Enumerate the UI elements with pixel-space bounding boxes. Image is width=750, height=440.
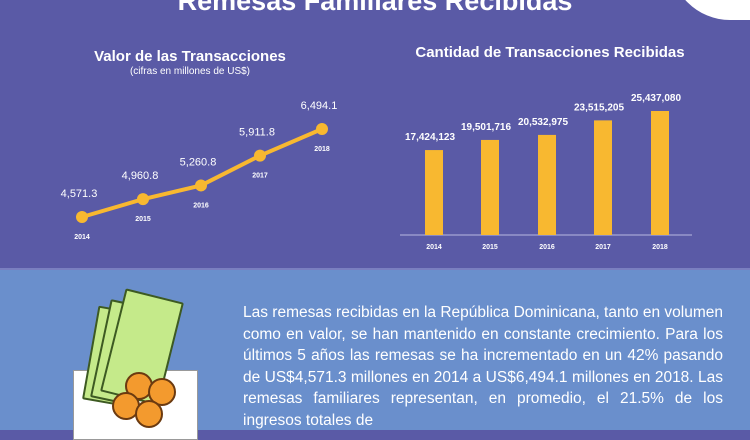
bar-x-tick-label: 2016 — [539, 244, 555, 251]
bar-chart-title: Cantidad de Transacciones Recibidas — [415, 44, 685, 61]
line-data-label: 4,960.8 — [122, 170, 159, 182]
description-paragraph: Las remesas recibidas en la República Do… — [243, 304, 723, 429]
line-point — [195, 179, 207, 192]
coin-icon — [135, 400, 163, 428]
line-x-tick-label: 2014 — [74, 234, 90, 241]
charts-section — [0, 0, 750, 268]
charts-canvas: 4,571.3 2014 4,960.8 2015 5,260.8 2016 5,911.8… — [61, 93, 692, 251]
bar-x-tick-label: 2014 — [426, 244, 442, 251]
line-chart-subtitle: (cifras en millones de US$) — [129, 66, 251, 77]
line-point — [254, 149, 266, 162]
line-x-tick-label: 2018 — [314, 146, 330, 153]
line-point — [137, 193, 149, 206]
line-point — [316, 122, 328, 135]
bar-x-tick-label: 2015 — [482, 244, 498, 251]
line-data-label: 6,494.1 — [301, 100, 338, 112]
line-x-tick-label: 2015 — [135, 216, 151, 223]
line-data-label: 5,260.8 — [180, 156, 217, 168]
bar-data-label: 23,515,205 — [574, 102, 624, 113]
line-x-tick-label: 2017 — [252, 173, 268, 180]
line-chart-title: Valor de las Transacciones — [94, 48, 286, 65]
bar-data-label: 17,424,123 — [405, 132, 455, 143]
bar — [538, 134, 556, 235]
line-data-label: 5,911.8 — [239, 127, 275, 139]
bar — [481, 139, 499, 235]
line-data-label: 4,571.3 — [61, 188, 98, 200]
page-title: Remesas Familiares Recibidas — [177, 0, 573, 16]
line-x-tick-label: 2016 — [193, 202, 209, 209]
bar-data-label: 20,532,975 — [518, 117, 568, 128]
bar-data-label: 25,437,080 — [631, 93, 681, 104]
bar — [425, 150, 443, 235]
bar — [594, 120, 612, 235]
line-point — [76, 211, 88, 223]
bar-x-tick-label: 2018 — [652, 244, 668, 251]
bar-x-tick-label: 2017 — [595, 244, 611, 251]
bar-data-label: 19,501,716 — [461, 122, 511, 133]
bar — [651, 111, 669, 235]
